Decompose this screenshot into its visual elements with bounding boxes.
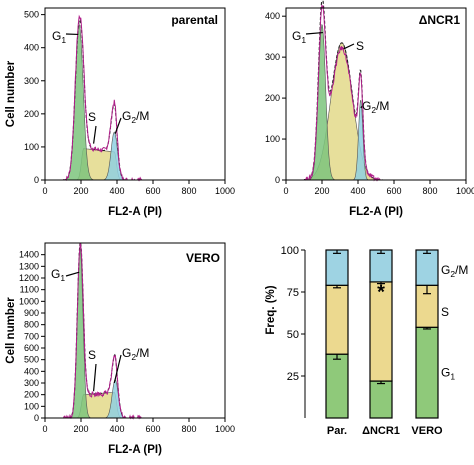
panel-title: ΔNCR1 (419, 13, 461, 27)
y-tick-label: 300 (265, 52, 280, 62)
axes-frame (44, 7, 226, 181)
axes-frame (44, 242, 226, 419)
series-label-g2m: G2/M (441, 263, 468, 279)
histogram-panel-2: 0 200 400 600 800 1000 0 100 200 300 400 FL2-A (PI)… (265, 0, 474, 218)
x-tick-label: 1000 (215, 186, 235, 196)
phase-label-g2m: G2/M (122, 109, 149, 125)
y-tick-label: 75 (287, 287, 299, 299)
x-tick-label: 400 (109, 424, 124, 434)
phase-leader-line (113, 354, 122, 384)
y-tick-label: 100 (265, 134, 280, 144)
phase-label-g2m: G2/M (122, 346, 149, 362)
x-tick-label: 1000 (215, 424, 235, 434)
bar-segment-g1 (369, 380, 393, 419)
category-label: ΔNCR1 (362, 425, 400, 437)
y-tick-label: 25 (287, 371, 299, 383)
category-label: VERO (411, 425, 443, 437)
y-axis-label: Freq. (%) (265, 285, 277, 334)
x-tick-label: 1000 (456, 186, 474, 196)
bar-segment-g2m (415, 249, 439, 286)
phase-leader-line (93, 125, 97, 144)
bar-segment-g2m (369, 249, 393, 283)
series-label-g1: G1 (441, 366, 455, 382)
x-tick-label: 200 (73, 424, 88, 434)
x-tick-label: 0 (42, 186, 47, 196)
bar-segment-g1 (415, 326, 439, 419)
y-tick-label: 50 (287, 329, 299, 341)
y-tick-label: 700 (24, 331, 39, 341)
bar-segment-s (325, 284, 349, 355)
y-tick-label: 0 (34, 413, 39, 423)
bar-segment-g1 (325, 353, 349, 419)
y-tick-label: 200 (24, 390, 39, 400)
y-tick-label: 500 (24, 355, 39, 365)
phase-leader-line (114, 117, 122, 134)
x-tick-label: 800 (181, 186, 196, 196)
x-tick-label: 800 (181, 424, 196, 434)
y-axis-label: Cell number (5, 60, 17, 127)
histogram-panel-1: 0 200 400 600 800 1000 0 100 200 300 400 500 FL2-A (… (5, 7, 235, 218)
phase-label-s: S (88, 348, 96, 362)
phase-leader-line (305, 31, 323, 35)
axes-frame (285, 7, 467, 181)
panel-title: parental (171, 13, 218, 27)
significance-asterisk: * (377, 282, 385, 304)
x-tick-label: 0 (42, 424, 47, 434)
y-tick-label: 100 (24, 401, 39, 411)
x-tick-label: 800 (422, 186, 437, 196)
x-tick-label: 200 (314, 186, 329, 196)
y-tick-label: 200 (24, 109, 39, 119)
phase-label-g1: G1 (292, 29, 306, 45)
phase-label-g1: G1 (51, 267, 65, 283)
phase-leader-line (65, 271, 80, 277)
x-tick-label: 400 (109, 186, 124, 196)
y-tick-label: 200 (265, 93, 280, 103)
y-tick-label: 500 (24, 10, 39, 20)
y-tick-label: 1400 (19, 250, 39, 260)
x-tick-label: 600 (386, 186, 401, 196)
y-tick-label: 100 (281, 245, 299, 257)
phase-label-g1: G1 (52, 29, 66, 45)
y-tick-label: 300 (24, 378, 39, 388)
y-tick-label: 300 (24, 76, 39, 86)
y-tick-label: 800 (24, 320, 39, 330)
phase-leader-line (360, 106, 363, 109)
y-tick-label: 400 (24, 366, 39, 376)
y-tick-label: 100 (24, 142, 39, 152)
y-tick-label: 400 (265, 11, 280, 21)
x-tick-label: 400 (350, 186, 365, 196)
x-axis-label: FL2-A (PI) (108, 206, 162, 218)
category-label: Par. (327, 425, 347, 437)
stacked-bar-panel: Par. ΔNCR1 VERO 25 50 75 100 Freq. (%) * G2/M S G1 (265, 245, 468, 437)
y-tick-label: 900 (24, 308, 39, 318)
y-axis-label: Cell number (5, 297, 17, 364)
x-tick-label: 200 (73, 186, 88, 196)
histogram-panel-3: 0 200 400 600 800 100001002003004005006007008… (5, 242, 235, 456)
phase-label-s: S (356, 39, 364, 53)
phase-label-g2m: G2/M (362, 99, 389, 115)
phase-leader-line (343, 43, 355, 50)
x-tick-label: 600 (145, 424, 160, 434)
measured-histogram-line (304, 4, 383, 182)
y-tick-label: 600 (24, 343, 39, 353)
y-tick-label: 1100 (20, 285, 39, 295)
x-tick-label: 600 (145, 186, 160, 196)
panel-title: VERO (186, 251, 220, 265)
x-axis-label: FL2-A (PI) (108, 444, 162, 456)
y-tick-label: 1300 (19, 261, 39, 271)
x-tick-label: 0 (283, 186, 288, 196)
y-tick-label: 0 (275, 175, 280, 185)
phase-leader-line (93, 363, 97, 392)
y-tick-label: 1000 (19, 296, 39, 306)
y-tick-label: 0 (34, 175, 39, 185)
bar-segment-g2m (325, 249, 349, 286)
x-axis-label: FL2-A (PI) (349, 206, 403, 218)
phase-label-s: S (88, 110, 96, 124)
y-tick-label: 400 (24, 43, 39, 53)
measured-histogram-line (62, 242, 142, 420)
series-label-s: S (441, 305, 449, 319)
y-tick-label: 1200 (19, 273, 39, 283)
